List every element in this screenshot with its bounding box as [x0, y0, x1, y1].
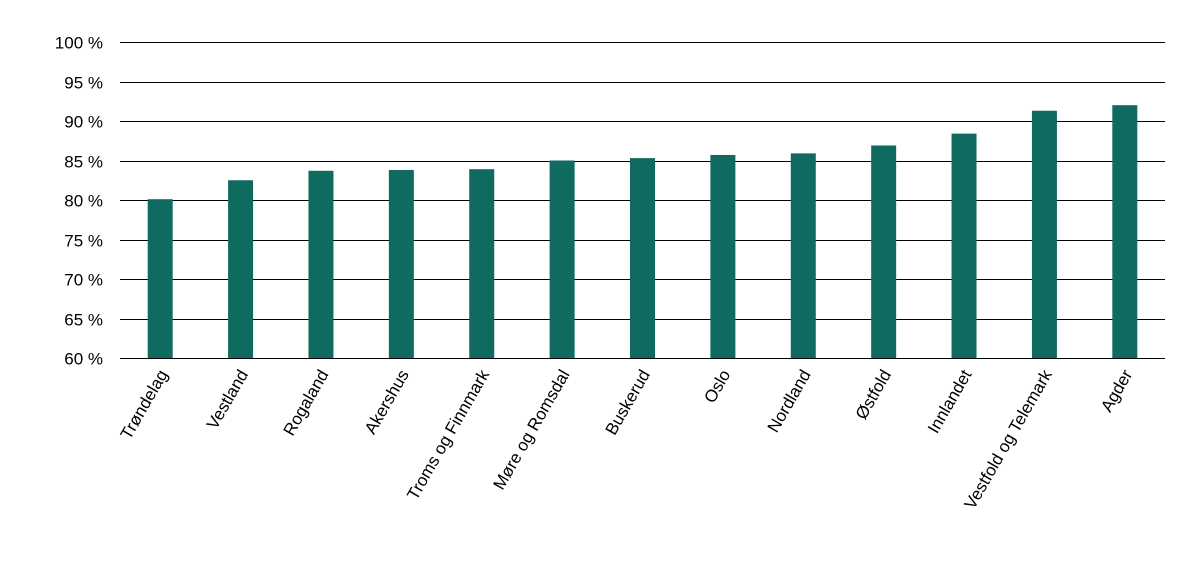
x-category-label: Trøndelag — [117, 367, 172, 443]
bar — [308, 170, 334, 358]
x-category-label: Vestfold og Telemark — [961, 366, 1056, 512]
x-category-label: Agder — [1097, 366, 1136, 415]
y-tick-label: 85 % — [64, 153, 103, 172]
bar — [388, 169, 414, 358]
y-tick-label: 95 % — [64, 74, 103, 93]
bars — [147, 105, 1138, 358]
x-category-label: Nordland — [764, 367, 815, 436]
bar — [1112, 105, 1138, 358]
bar — [147, 199, 173, 358]
y-tick-label: 75 % — [64, 232, 103, 251]
bar — [228, 180, 254, 358]
x-category-label: Vestland — [203, 367, 252, 433]
x-category-label: Innlandet — [924, 366, 976, 436]
x-category-label: Buskerud — [602, 367, 654, 439]
bar — [549, 160, 575, 358]
y-tick-label: 65 % — [64, 311, 103, 330]
x-category-label: Møre og Romsdal — [490, 367, 574, 494]
bar — [871, 145, 897, 358]
y-tick-label: 70 % — [64, 271, 103, 290]
bar — [1031, 110, 1057, 358]
x-category-label: Akershus — [361, 367, 413, 438]
y-tick-label: 80 % — [64, 192, 103, 211]
bar — [710, 154, 736, 358]
bar — [790, 153, 816, 358]
y-axis-ticks: 60 % 65 % 70 % 75 % 80 % 85 % 90 % 95 % 100 % — [55, 34, 103, 369]
x-category-label: Østfold — [852, 367, 895, 423]
bar — [630, 158, 655, 358]
x-category-label: Troms og Finnmark — [403, 366, 493, 503]
y-tick-label: 60 % — [64, 350, 103, 369]
x-category-label: Oslo — [700, 367, 734, 407]
bar — [469, 169, 495, 358]
x-category-label: Rogaland — [280, 367, 333, 440]
y-tick-label: 100 % — [55, 34, 103, 53]
y-tick-label: 90 % — [64, 113, 103, 132]
bar — [951, 133, 977, 358]
